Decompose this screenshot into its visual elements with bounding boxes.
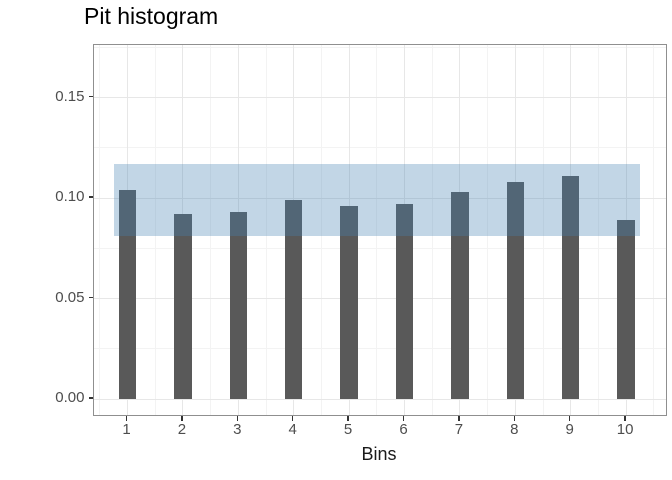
grid-minor-vertical bbox=[99, 45, 101, 415]
y-axis-tick bbox=[88, 397, 93, 399]
grid-minor-vertical bbox=[154, 45, 156, 415]
x-axis-tick bbox=[125, 416, 128, 421]
histogram-bar-bin-4 bbox=[284, 200, 303, 399]
x-axis-tick bbox=[181, 416, 183, 421]
grid-minor-horizontal bbox=[94, 147, 666, 149]
histogram-bar-bin-9 bbox=[561, 175, 580, 399]
histogram-bar-bin-5 bbox=[340, 206, 358, 399]
histogram-bar-bin-1 bbox=[118, 189, 137, 399]
x-axis-tick bbox=[347, 416, 349, 421]
x-axis-tick bbox=[568, 416, 571, 421]
x-axis-tick bbox=[458, 416, 460, 421]
histogram-bar-bin-7 bbox=[451, 191, 469, 399]
y-tick-label: 0.15 bbox=[55, 87, 85, 105]
grid-minor-vertical bbox=[597, 45, 599, 415]
y-tick-label: 0.05 bbox=[55, 288, 85, 306]
grid-minor-vertical bbox=[431, 45, 433, 415]
x-tick-label: 7 bbox=[454, 421, 464, 438]
grid-major-horizontal bbox=[94, 298, 666, 299]
grid-minor-vertical bbox=[487, 45, 489, 415]
y-axis-tick bbox=[88, 95, 93, 98]
y-axis-tick bbox=[88, 196, 93, 198]
histogram-bar-bin-8 bbox=[506, 181, 525, 399]
chart-title: Pit histogram bbox=[84, 3, 219, 29]
grid-minor-vertical bbox=[653, 45, 655, 415]
x-tick-label: 4 bbox=[288, 421, 297, 438]
histogram-bar-bin-2 bbox=[174, 214, 192, 399]
grid-minor-vertical bbox=[210, 45, 212, 415]
x-tick-label: 5 bbox=[343, 421, 353, 438]
x-tick-label: 1 bbox=[122, 421, 131, 438]
x-axis-tick bbox=[624, 416, 626, 421]
x-tick-label: 8 bbox=[510, 421, 519, 438]
grid-minor-vertical bbox=[542, 45, 544, 415]
grid-minor-vertical bbox=[320, 45, 322, 415]
x-tick-label: 10 bbox=[616, 421, 634, 438]
histogram-bar-bin-6 bbox=[395, 204, 414, 399]
confidence-band bbox=[113, 163, 640, 237]
x-tick-label: 9 bbox=[565, 421, 574, 438]
grid-minor-horizontal bbox=[94, 348, 666, 350]
grid-major-horizontal bbox=[94, 197, 666, 199]
grid-minor-horizontal bbox=[94, 46, 666, 48]
x-tick-label: 3 bbox=[233, 421, 242, 438]
x-axis-tick bbox=[513, 416, 516, 421]
grid-minor-vertical bbox=[376, 45, 378, 415]
plot-panel bbox=[93, 44, 667, 416]
y-tick-label: 0.00 bbox=[55, 389, 85, 406]
x-tick-label: 6 bbox=[399, 421, 408, 438]
histogram-bar-bin-3 bbox=[229, 212, 248, 399]
y-axis-tick bbox=[88, 296, 93, 299]
x-axis-tick bbox=[402, 416, 405, 421]
histogram-bar-bin-10 bbox=[617, 220, 635, 399]
y-tick-label: 0.10 bbox=[55, 188, 85, 205]
x-axis-tick bbox=[291, 416, 294, 421]
grid-major-horizontal bbox=[94, 97, 666, 98]
grid-minor-horizontal bbox=[94, 247, 666, 249]
grid-minor-vertical bbox=[265, 45, 267, 415]
x-tick-label: 2 bbox=[177, 421, 187, 438]
x-axis-tick bbox=[236, 416, 239, 421]
grid-major-horizontal bbox=[94, 398, 666, 400]
x-axis-title: Bins bbox=[361, 444, 397, 464]
